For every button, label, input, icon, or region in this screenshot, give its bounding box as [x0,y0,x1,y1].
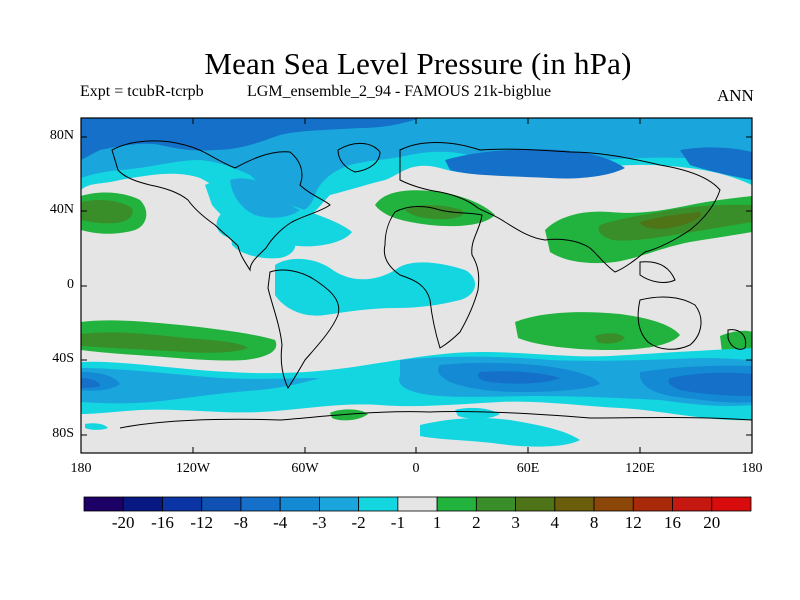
southern-belt-blue4 [478,371,560,384]
north-america-blue [230,178,300,218]
lat-tick-label: 0 [67,277,74,292]
colorbar-swatch [83,496,124,512]
chart-title: Mean Sea Level Pressure (in hPa) [204,46,632,81]
colorbar-swatch [201,496,242,512]
colorbar-label: -4 [273,513,288,532]
northern-low-blue2 [81,118,420,160]
colorbar-swatch [358,496,399,512]
antarctic-cyan-mid [455,407,500,419]
lon-tick-label: 180 [70,461,92,476]
asia-high-core [640,212,701,229]
lon-tick-label: 60W [291,461,319,476]
lat-tick-label: 40N [49,202,74,217]
southern-belt-blue8 [81,378,100,388]
coastlines [111,140,752,429]
npacific-high-inner [81,200,133,224]
sindian-high-inner [595,333,625,344]
colorbar-label: 20 [703,513,721,532]
colorbar-label: -1 [390,513,405,532]
center-string: LGM_ensemble_2_94 - FAMOUS 21k-bigblue [247,83,552,100]
colorbar-label: -20 [111,513,135,532]
colorbar-label: 16 [664,513,681,532]
colorbar-swatch [279,496,320,512]
southern-belt-blue1 [81,368,320,404]
colorbar-swatch [436,496,477,512]
colorbar-label: 3 [511,513,520,532]
southern-belt-blue6 [668,372,752,396]
right-string: ANN [717,86,754,105]
colorbar-swatch [397,496,438,512]
antarctic-cyan-west [85,423,108,430]
axis-ticks [81,118,752,453]
northern-low-blue3 [445,149,625,179]
lon-tick-label: 60E [516,461,540,476]
colorbar-label: 2 [472,513,481,532]
colorbar-label: 1 [432,513,442,532]
colorbar [83,496,752,512]
lon-tick-label: 0 [412,461,420,476]
colorbar-swatch [319,496,360,512]
colorbar-swatch [554,496,595,512]
lat-tick-label: 40S [52,351,74,366]
lon-tick-label: 120W [175,461,211,476]
colorbar-swatch [672,496,713,512]
colorbar-swatch [593,496,634,512]
natlantic-high-inner [405,205,464,220]
colorbar-swatch [475,496,516,512]
colorbar-swatch [122,496,163,512]
lat-tick-label: 80N [49,128,74,143]
colorbar-label: 4 [550,513,560,532]
colorbar-label: 8 [589,513,599,532]
colorbar-label: -12 [190,513,214,532]
colorbar-label: -8 [233,513,248,532]
colorbar-label: -2 [351,513,366,532]
colorbar-swatch [632,496,673,512]
colorbar-swatch [515,496,556,512]
lon-tick-label: 180 [741,461,763,476]
lon-tick-label: 120E [625,461,655,476]
contour-fields [81,118,752,453]
spacific-high-inner [81,332,248,353]
colorbar-label: -16 [151,513,174,532]
lat-tick-label: 80S [52,426,74,441]
colorbar-swatch [240,496,281,512]
northern-low-blue4 [680,147,752,180]
tropical-cyan-west [275,258,476,316]
colorbar-swatch [162,496,203,512]
colorbar-swatch [711,496,752,512]
tropical-cyan-east [230,227,296,259]
colorbar-label: -3 [312,513,327,532]
satlantic-high-small [330,409,368,421]
antarctic-cyan-east [420,417,580,447]
colorbar-label: 12 [624,513,642,532]
left-string: Expt = tcubR-tcrpb [80,83,204,100]
